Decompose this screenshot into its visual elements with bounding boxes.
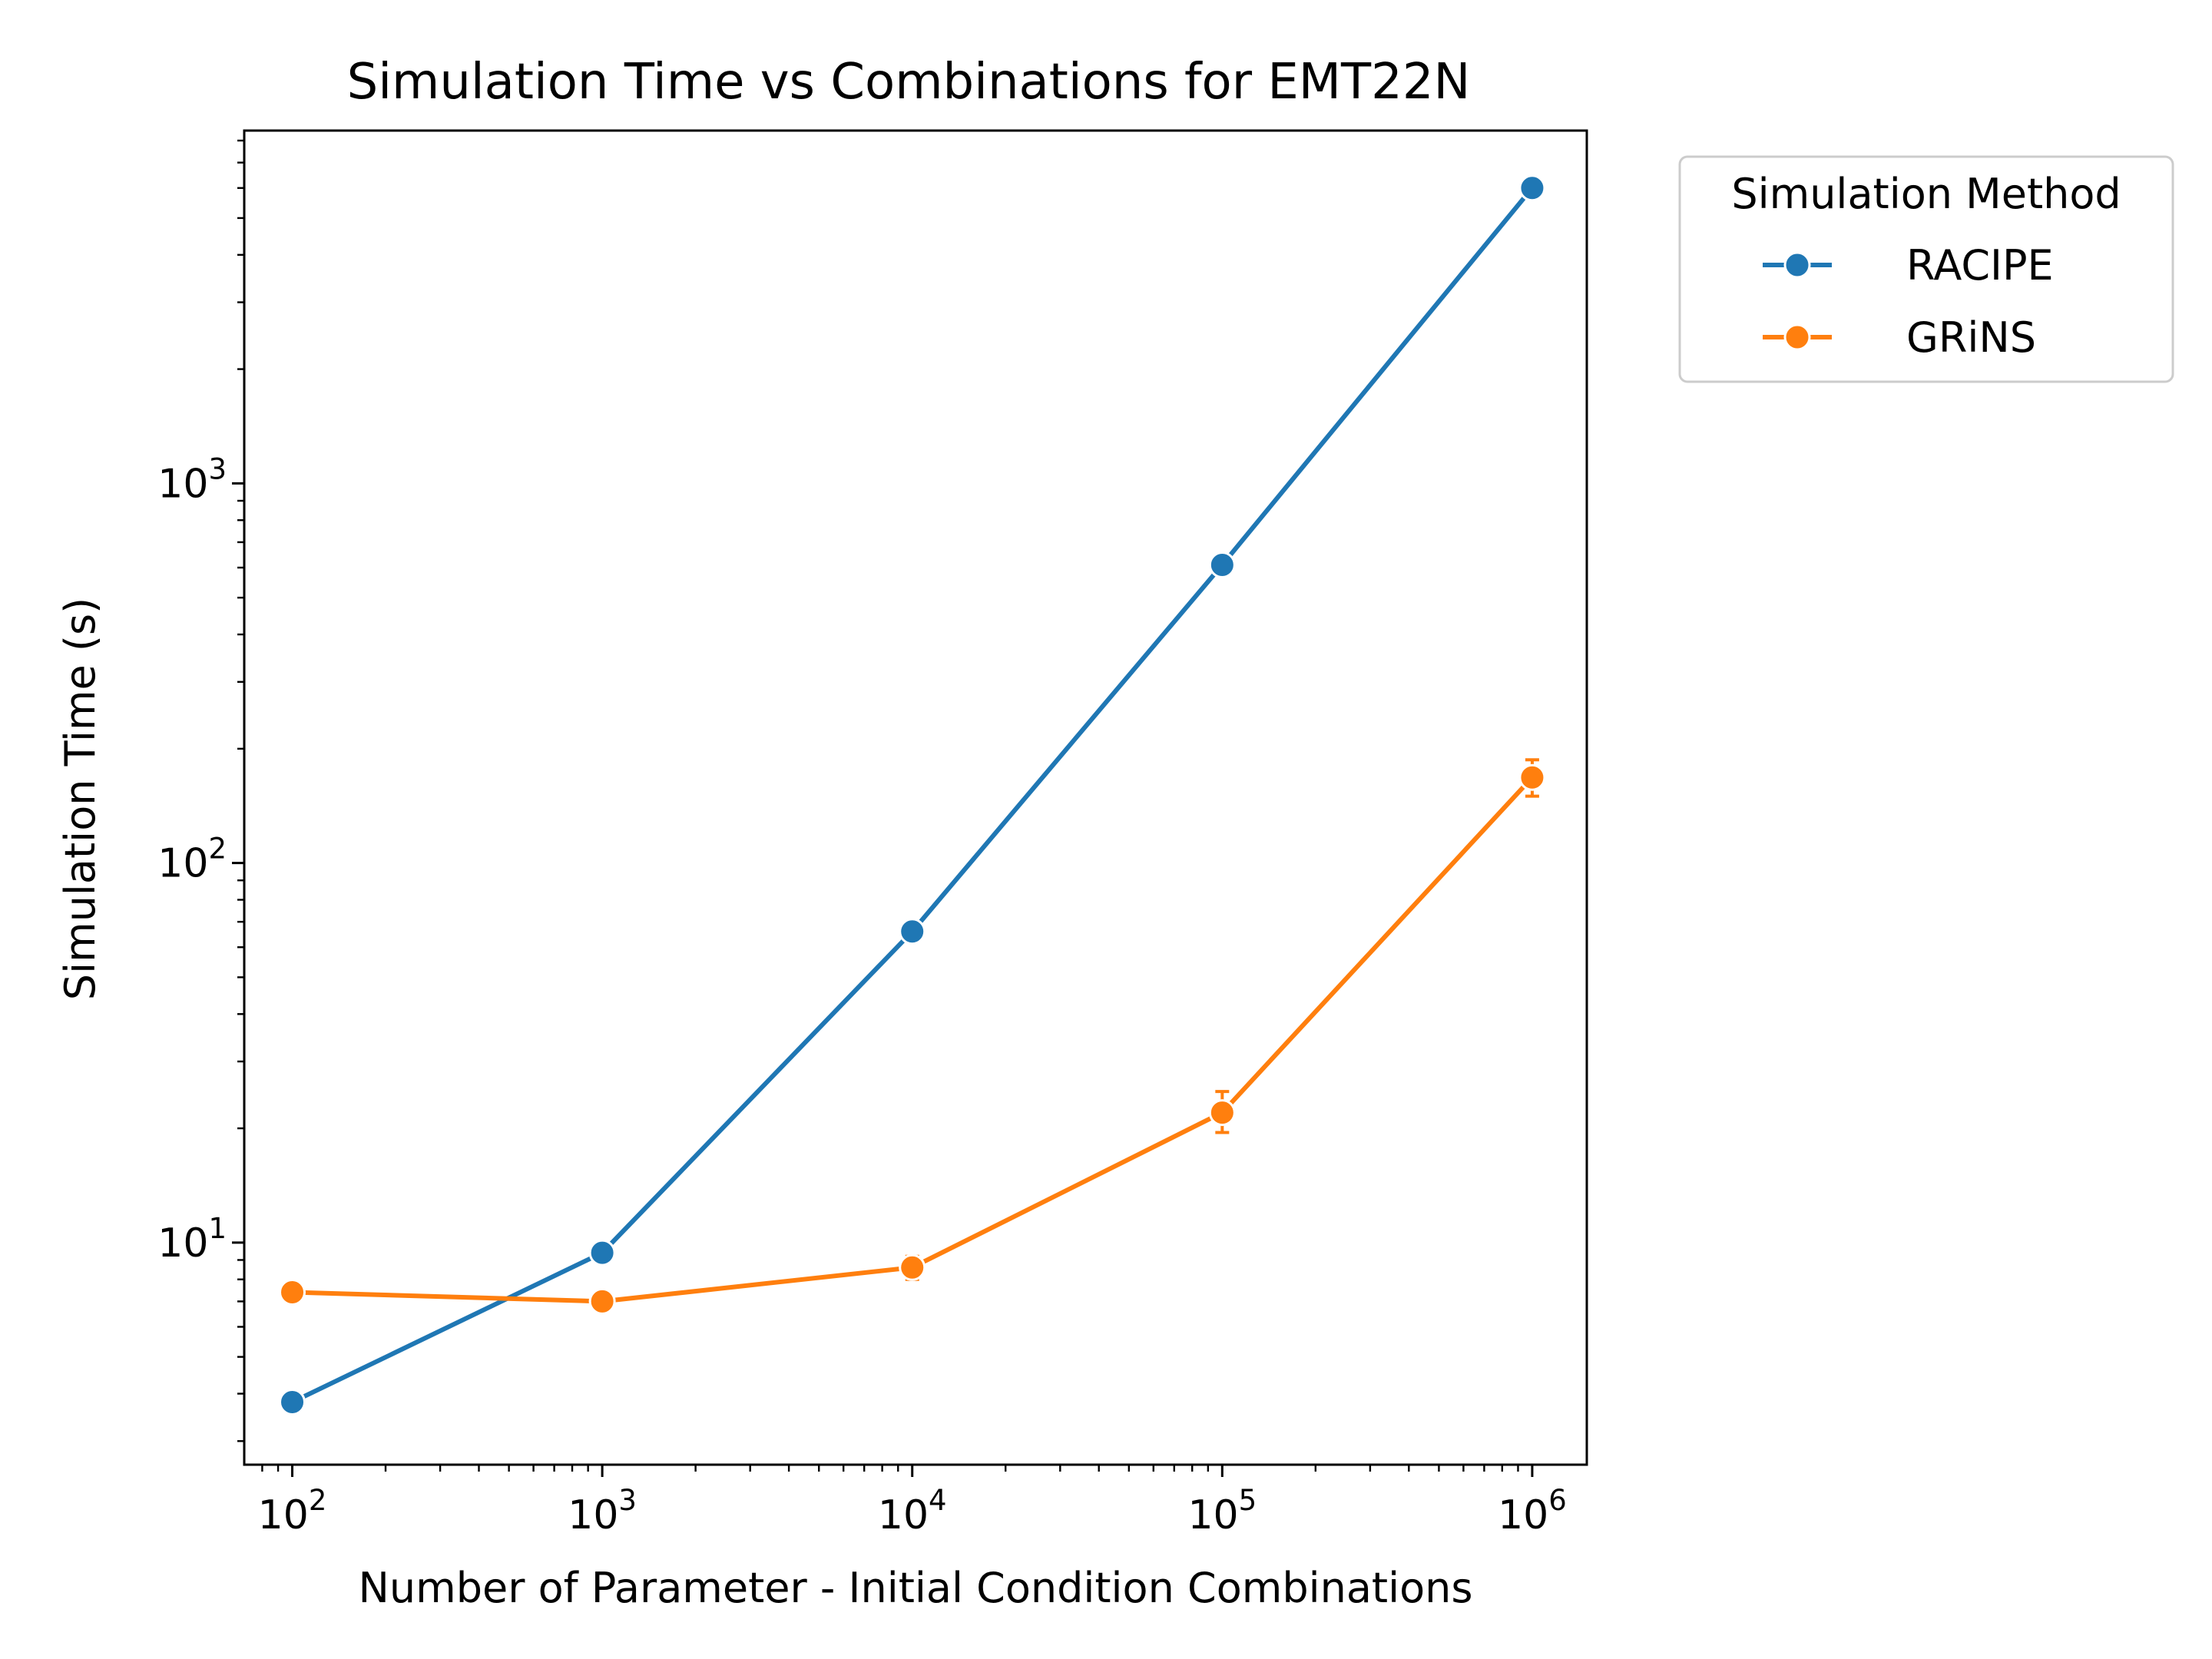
y-tick-label: 101 xyxy=(157,1212,227,1267)
x-tick-label: 103 xyxy=(568,1484,637,1538)
x-tick-label: 102 xyxy=(258,1484,327,1538)
legend-entry-racipe: RACIPE xyxy=(1763,241,2054,290)
y-tick-label: 102 xyxy=(157,833,227,887)
legend-swatch-marker xyxy=(1783,251,1811,279)
y-tick-label: 103 xyxy=(157,452,227,507)
y-axis-label: Simulation Time (s) xyxy=(56,598,104,1000)
series-grins xyxy=(279,758,1546,1315)
series-racipe xyxy=(279,174,1546,1416)
x-tick-label: 105 xyxy=(1187,1484,1257,1538)
chart-title: Simulation Time vs Combinations for EMT2… xyxy=(347,54,1471,111)
legend-label: GRiNS xyxy=(1906,313,2036,362)
x-major-ticks: 102 103 104 105 106 xyxy=(258,1465,1567,1538)
grins-point xyxy=(899,1253,926,1281)
legend-swatch-marker xyxy=(1783,323,1811,351)
series-layer xyxy=(279,174,1546,1416)
legend: Simulation Method RACIPE GRiNS xyxy=(1678,155,2174,383)
plot-frame xyxy=(243,129,1588,1466)
grins-point xyxy=(1518,763,1546,791)
racipe-point xyxy=(279,1389,306,1416)
legend-entries: RACIPE GRiNS xyxy=(1763,241,2054,362)
grins-point xyxy=(1208,1099,1236,1127)
legend-label: RACIPE xyxy=(1906,241,2054,290)
x-tick-label: 106 xyxy=(1498,1484,1567,1538)
racipe-point xyxy=(1518,174,1546,202)
x-axis-label: Number of Parameter - Initial Condition … xyxy=(358,1564,1472,1612)
x-tick-label: 104 xyxy=(878,1484,947,1538)
racipe-point xyxy=(588,1239,616,1267)
racipe-point xyxy=(1208,551,1236,578)
grins-point xyxy=(588,1287,616,1315)
racipe-point xyxy=(899,918,926,945)
legend-entry-grins: GRiNS xyxy=(1763,313,2036,362)
y-major-ticks: 101 102 103 xyxy=(157,452,244,1267)
grins-point xyxy=(279,1278,306,1306)
legend-title: Simulation Method xyxy=(1731,170,2121,218)
